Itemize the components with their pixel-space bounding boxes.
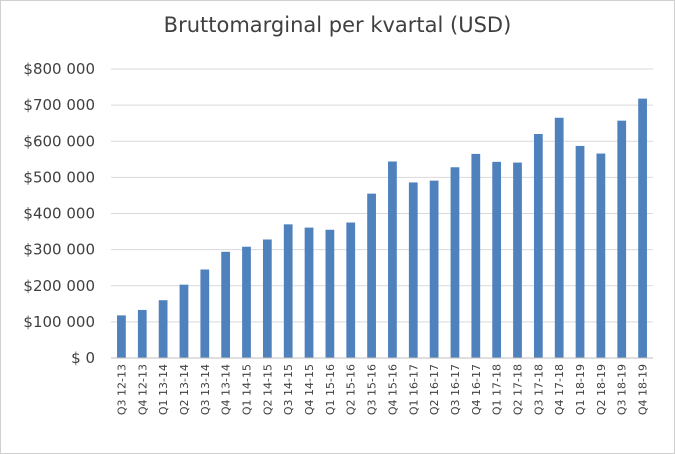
bar [450,167,460,358]
bar [471,153,481,358]
x-tick-label: Q1 14-15 [241,364,254,415]
bar [533,134,543,358]
bar [346,222,356,358]
bar [617,120,627,358]
bar [283,224,293,358]
bar [554,117,564,358]
y-tick-label: $ 0 [71,349,95,367]
x-tick-label: Q2 14-15 [261,364,274,415]
bar [242,246,251,358]
gridlines [111,68,653,323]
x-tick-label: Q1 13-14 [157,364,170,415]
bar [117,315,126,358]
y-axis-ticks: $ 0 $100 000 $200 000 $300 000 $400 000 $500 … [23,60,95,367]
x-axis-ticks: Q3 12-13 Q4 12-13 Q1 13-14 Q2 13-14 Q3 13-14… [115,364,649,415]
bar [367,193,376,358]
x-tick-label: Q1 15-16 [324,364,337,415]
y-tick-label: $700 000 [23,96,95,114]
bar [388,161,397,358]
y-tick-label: $300 000 [23,241,95,259]
x-tick-label: Q1 18-19 [574,364,587,415]
x-tick-label: Q3 12-13 [115,364,128,415]
y-tick-label: $100 000 [23,313,95,331]
x-tick-label: Q2 15-16 [345,364,358,415]
bar [325,229,335,358]
bar [179,284,189,358]
bar [221,251,231,358]
x-tick-label: Q1 16-17 [407,364,420,415]
x-tick-label: Q3 13-14 [199,364,212,415]
x-tick-label: Q3 18-19 [616,364,629,415]
bar [158,300,168,358]
bar [262,239,272,358]
y-tick-label: $400 000 [23,205,95,223]
bar [429,180,439,358]
x-tick-label: Q2 17-18 [512,364,525,415]
x-tick-label: Q2 16-17 [428,364,441,415]
x-tick-label: Q4 14-15 [303,364,316,415]
y-tick-label: $800 000 [23,60,95,78]
bar [575,145,585,358]
bar [513,162,522,358]
bar [200,269,210,358]
bar [596,153,606,358]
x-tick-label: Q3 17-18 [532,364,545,415]
bar [492,161,502,358]
y-tick-label: $600 000 [23,132,95,150]
x-tick-label: Q4 17-18 [553,364,566,415]
x-tick-label: Q2 18-19 [595,364,608,415]
y-tick-label: $500 000 [23,168,95,186]
x-tick-label: Q1 17-18 [491,364,504,415]
x-tick-label: Q4 15-16 [386,364,399,415]
y-tick-label: $200 000 [23,277,95,295]
x-tick-label: Q4 18-19 [637,364,650,415]
x-tick-label: Q2 13-14 [178,364,191,415]
bar [304,227,314,358]
bar [638,98,647,358]
bars [117,98,647,358]
x-tick-label: Q4 16-17 [470,364,483,415]
bar [137,309,147,358]
x-tick-label: Q4 12-13 [136,364,149,415]
x-tick-label: Q3 14-15 [282,364,295,415]
x-tick-label: Q3 15-16 [366,364,379,415]
bar [408,182,418,358]
x-tick-label: Q4 13-14 [220,364,233,415]
chart-title: Bruttomarginal per kvartal (USD) [163,13,512,37]
x-tick-label: Q3 16-17 [449,364,462,415]
